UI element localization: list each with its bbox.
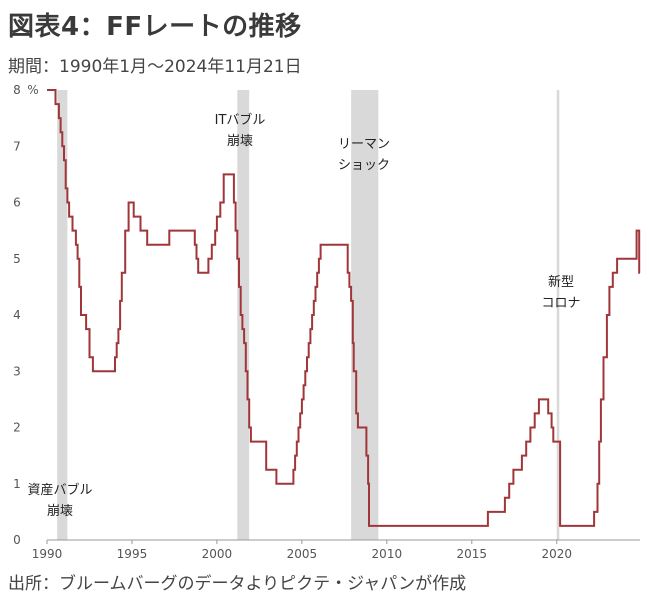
shaded-period-band-4 [556,90,560,540]
axes: 1990 1995 2000 2005 2010 2015 2020 0 1 2 3 4 5 6 7 8% [13,83,640,561]
x-tick-label: 2015 [457,547,488,561]
period-annotation-label: 資産バブル [27,482,92,498]
y-tick-label: 4 [13,308,21,322]
y-axis-ticks: 0 1 2 3 4 5 6 7 8% [13,83,39,547]
shaded-period-band-1 [57,90,68,540]
x-tick-label: 2005 [287,547,318,561]
x-tick-label: 2020 [541,547,572,561]
y-tick-label: 1 [13,477,21,491]
x-tick-label: 2000 [202,547,233,561]
y-unit-label: % [27,83,38,97]
period-annotation-label: ショック [338,158,390,173]
source-note: 出所：ブルームバーグのデータよりピクテ・ジャパンが作成 [8,574,467,594]
chart-period-subtitle: 期間：1990年1月～2024年11月21日 [8,57,302,77]
x-tick-label: 1995 [117,547,148,561]
y-tick-label: 7 [13,139,21,153]
y-tick-label: 5 [13,252,21,266]
x-axis-ticks: 1990 1995 2000 2005 2010 2015 2020 [32,540,572,561]
y-tick-label: 6 [13,196,21,210]
series-layer [47,89,641,527]
period-annotation-label: 崩壊 [227,134,253,149]
period-annotation-label: リーマン [338,137,390,152]
y-tick-label: 2 [13,421,21,435]
y-tick-label: 0 [13,533,21,547]
period-annotation-label: 崩壊 [47,504,73,519]
y-tick-label: 3 [13,364,21,378]
x-tick-label: 1990 [32,547,63,561]
x-tick-label: 2010 [372,547,403,561]
shaded-period-band-3 [351,90,379,540]
chart-title: 図表4：FFレートの推移 [8,12,302,42]
ff-rate-series-line-1 [47,89,641,527]
period-annotation-label: 新型 [548,274,574,290]
y-tick-label: 8 [13,83,21,97]
period-annotation-label: コロナ [541,296,580,311]
shaded-periods [57,90,560,540]
period-annotation-label: ITバブル [215,112,266,128]
